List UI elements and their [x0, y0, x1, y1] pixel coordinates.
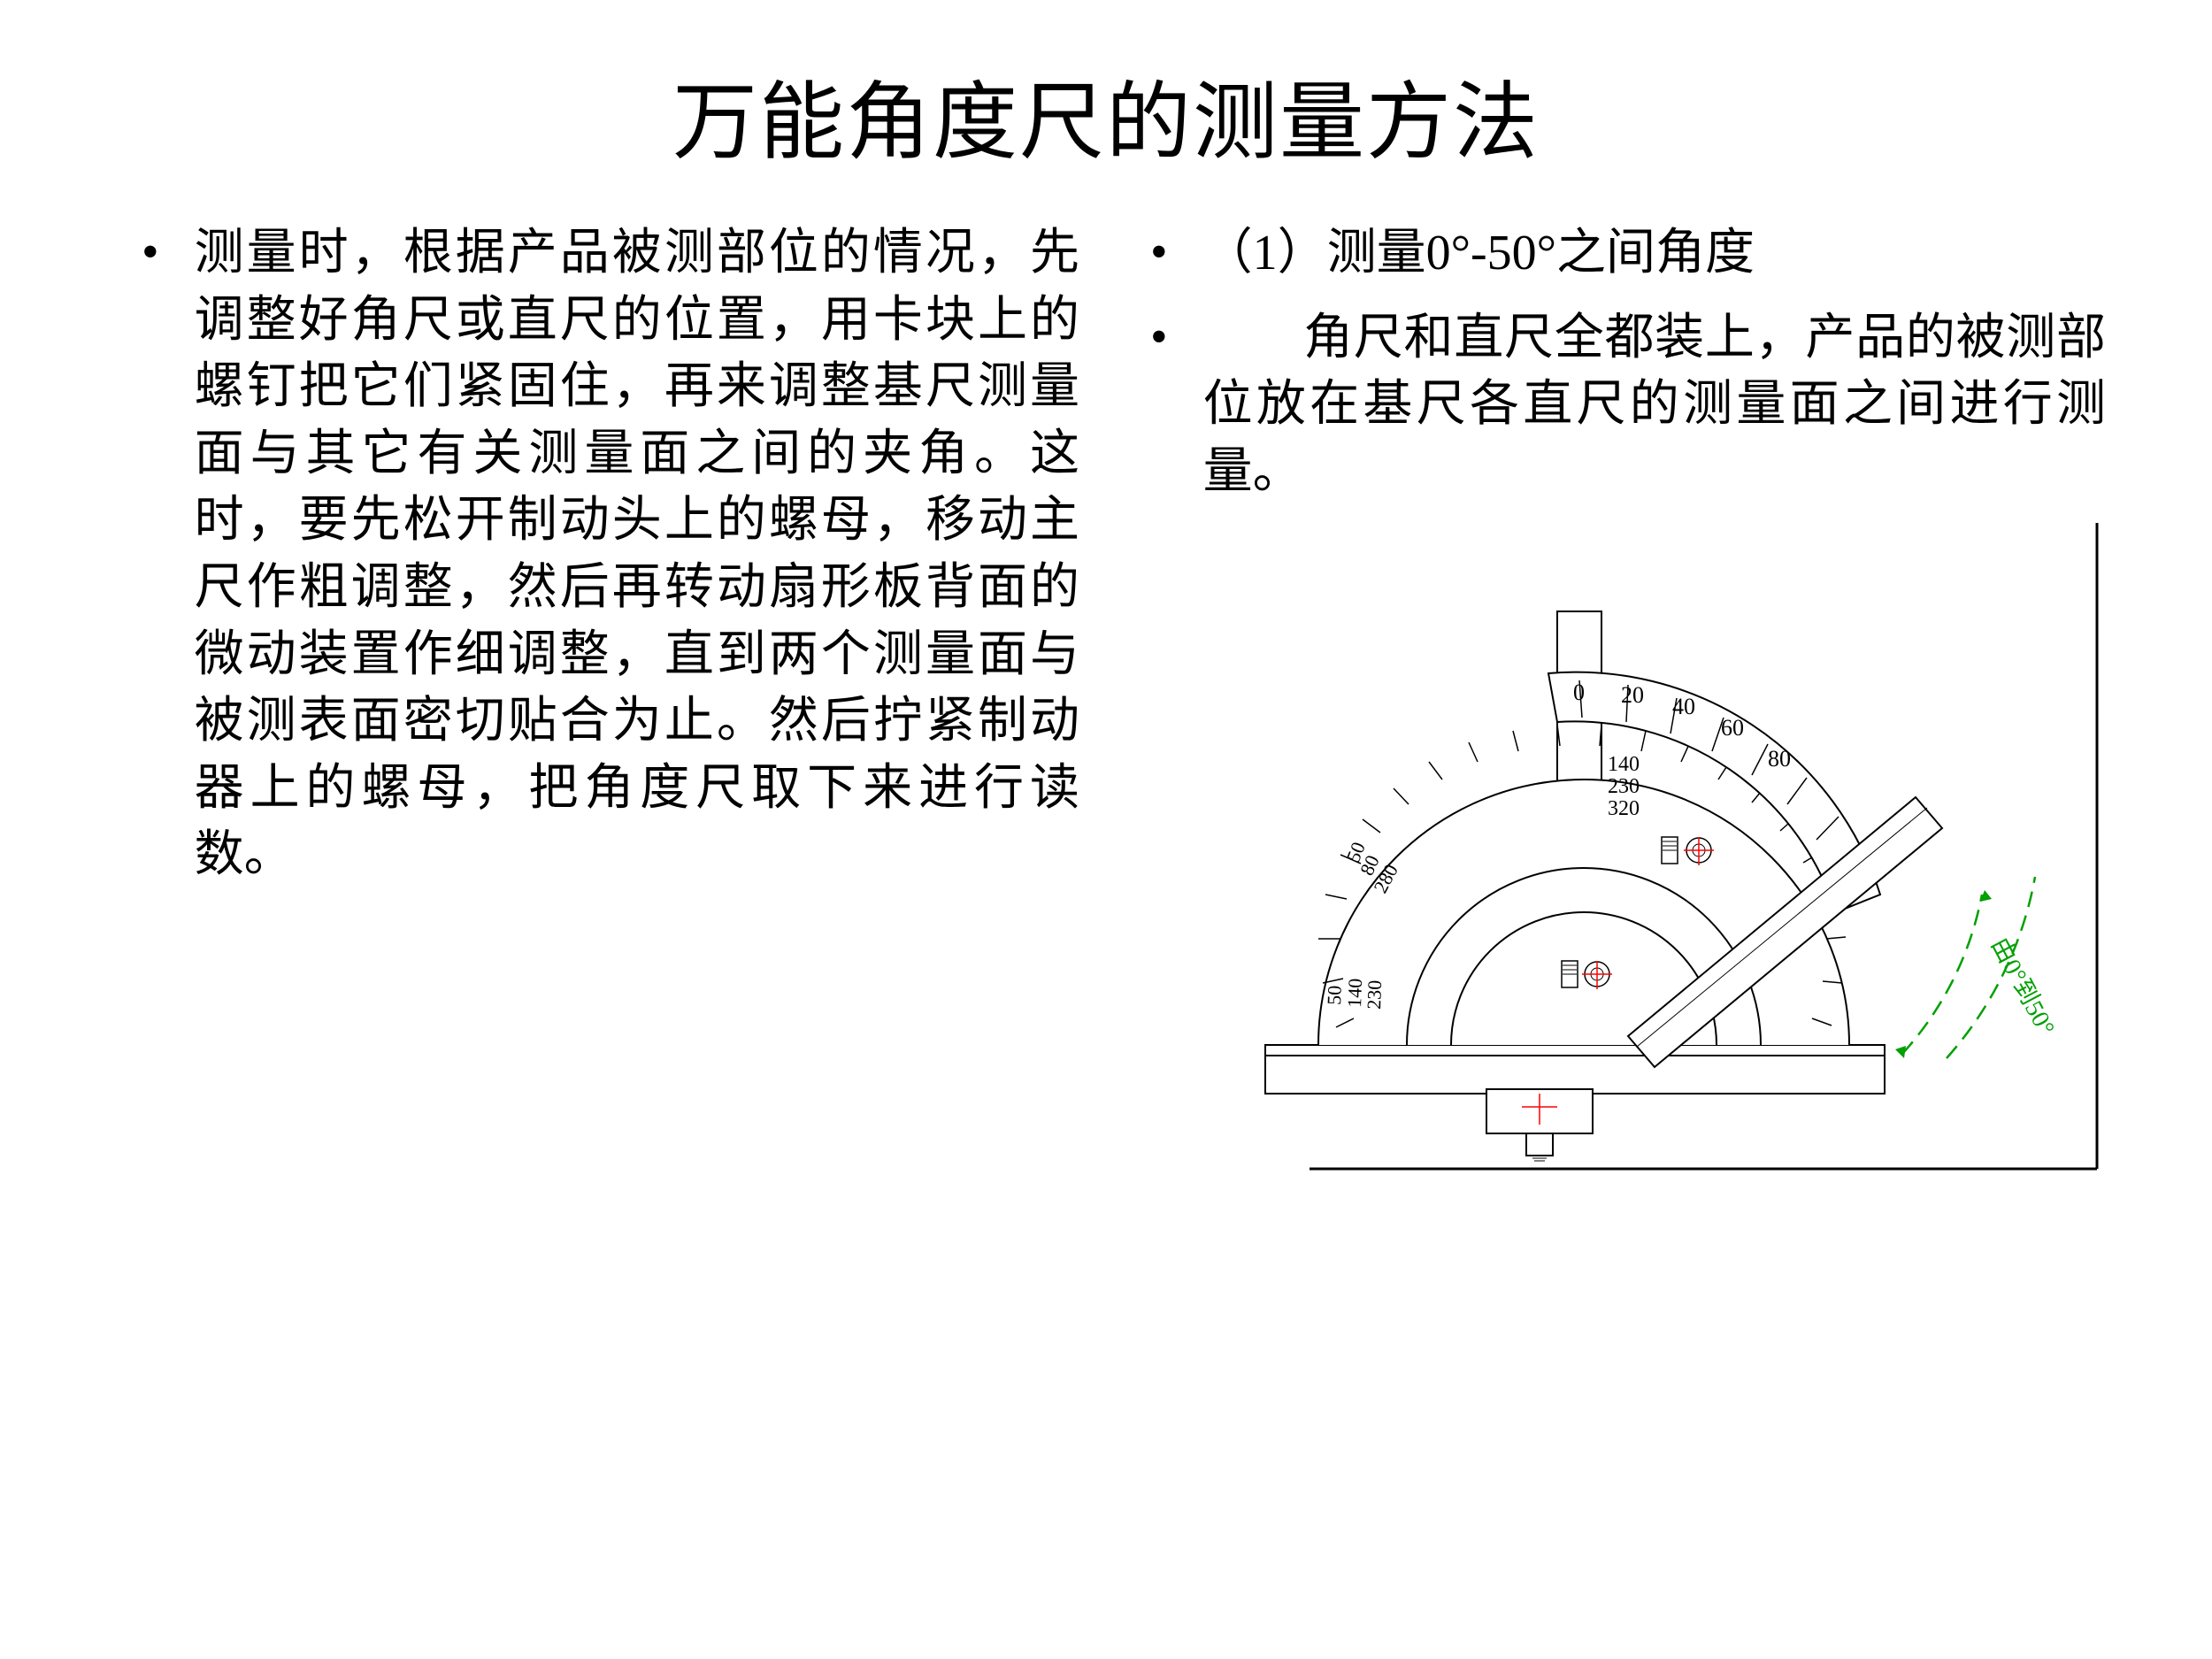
left-paragraph: 测量时，根据产品被测部位的情况，先调整好角尺或直尺的位置，用卡块上的螺钉把它们紧…: [195, 220, 1079, 889]
inner-label-320: 320: [1608, 797, 1640, 820]
protractor-diagram: 0 20 40 60 80 140 230 320 50 80 280 50 1…: [1221, 523, 2106, 1187]
vernier-label-40: 40: [1672, 694, 1695, 719]
right-bullet-1: • （1）测量0°-50°之间角度: [1150, 220, 2106, 288]
vernier-label-0: 0: [1573, 680, 1585, 705]
inner-label-140: 140: [1608, 753, 1640, 776]
vernier-label-80: 80: [1768, 746, 1791, 772]
left-column: • 测量时，根据产品被测部位的情况，先调整好角尺或直尺的位置，用卡块上的螺钉把它…: [106, 220, 1079, 1187]
bullet-marker: •: [142, 220, 159, 285]
bullet-marker: •: [1150, 220, 1168, 285]
vernier-label-20: 20: [1621, 682, 1644, 708]
inner-label-230: 230: [1608, 775, 1640, 798]
side-label-4: 50: [1323, 986, 1346, 1006]
side-label-6: 230: [1363, 980, 1386, 1010]
bullet-marker: •: [1150, 305, 1168, 370]
slide-title: 万能角度尺的测量方法: [71, 53, 2141, 176]
right-bullet-2: • 角尺和直尺全都装上，产品的被测部位放在基尺各直尺的测量面之间进行测量。: [1150, 305, 2106, 506]
protractor-arcs: [1318, 780, 1849, 1045]
content-area: • 测量时，根据产品被测部位的情况，先调整好角尺或直尺的位置，用卡块上的螺钉把它…: [71, 220, 2141, 1187]
left-bullet-1: • 测量时，根据产品被测部位的情况，先调整好角尺或直尺的位置，用卡块上的螺钉把它…: [142, 220, 1079, 889]
protractor-svg: 0 20 40 60 80 140 230 320 50 80 280 50 1…: [1221, 523, 2106, 1187]
right-column: • （1）测量0°-50°之间角度 • 角尺和直尺全都装上，产品的被测部位放在基…: [1133, 220, 2106, 1187]
right-item-1: （1）测量0°-50°之间角度: [1203, 220, 1755, 288]
vernier-label-60: 60: [1721, 715, 1744, 741]
right-item-2: 角尺和直尺全都装上，产品的被测部位放在基尺各直尺的测量面之间进行测量。: [1203, 305, 2106, 506]
